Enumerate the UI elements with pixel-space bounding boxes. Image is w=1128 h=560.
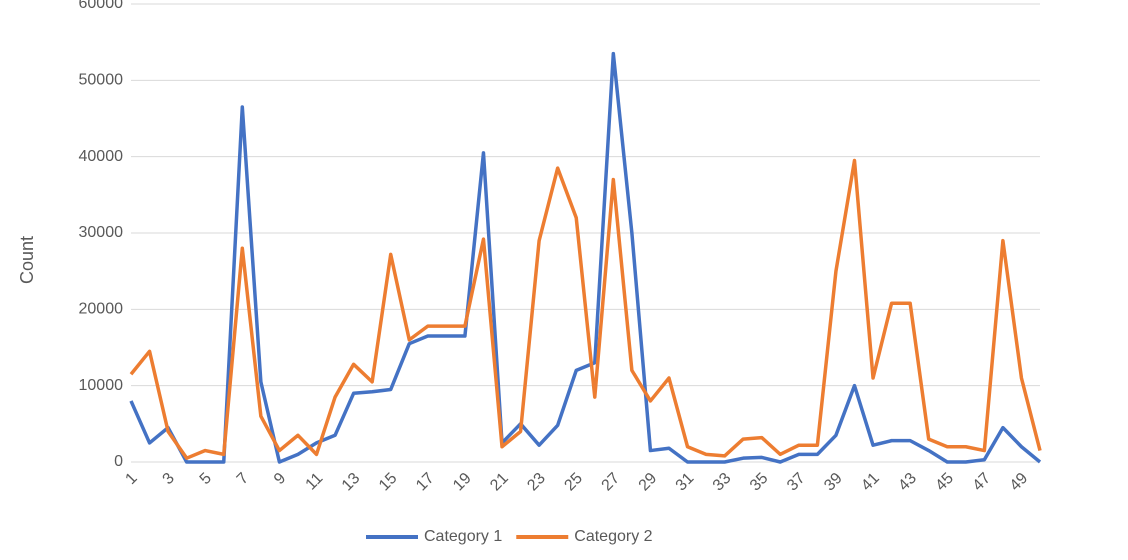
x-tick-label: 19 [450,470,475,495]
x-tick-label: 33 [710,470,735,495]
y-tick-label: 10000 [79,377,124,394]
x-tick-label: 49 [1007,470,1032,495]
y-axis-label: Count [17,236,37,284]
legend-label: Category 2 [574,528,652,545]
x-tick-label: 29 [636,470,661,495]
x-tick-label: 45 [932,470,957,495]
y-tick-label: 30000 [79,224,124,241]
y-tick-label: 50000 [79,72,124,89]
x-tick-label: 7 [234,470,252,488]
y-tick-label: 20000 [79,301,124,318]
x-tick-label: 47 [970,470,995,495]
x-tick-label: 35 [747,470,772,495]
x-tick-label: 31 [673,470,698,495]
x-tick-label: 25 [561,470,586,495]
y-tick-label: 0 [114,453,123,470]
x-tick-label: 3 [160,470,178,488]
x-tick-label: 1 [122,470,140,488]
x-tick-label: 17 [413,470,438,495]
y-tick-label: 60000 [79,0,124,12]
x-tick-label: 41 [858,470,883,495]
x-tick-label: 13 [339,470,364,495]
x-tick-label: 9 [271,470,289,488]
series-line [129,158,1042,460]
x-tick-label: 11 [303,470,327,494]
y-tick-label: 40000 [79,148,124,165]
x-tick-label: 23 [524,470,549,495]
x-tick-label: 39 [821,470,846,495]
series-line [129,51,1042,464]
x-tick-label: 43 [895,470,920,495]
x-tick-label: 27 [599,470,624,495]
legend-label: Category 1 [424,528,502,545]
x-tick-label: 5 [197,470,215,488]
x-tick-label: 37 [784,470,809,495]
x-tick-label: 15 [376,470,401,495]
x-tick-label: 21 [487,470,512,495]
